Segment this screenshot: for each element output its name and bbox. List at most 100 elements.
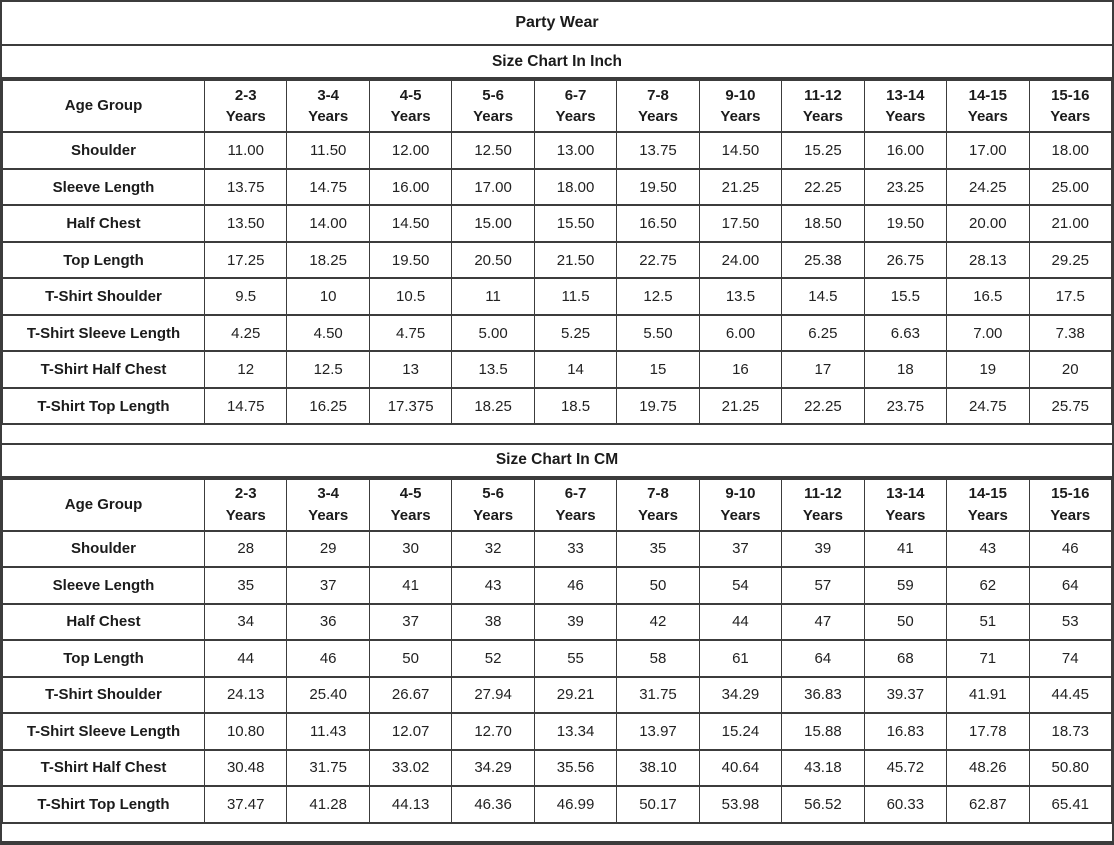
value-cell: 7.38 <box>1028 313 1112 353</box>
value-cell: 65.41 <box>1028 785 1112 824</box>
age-column-header: 6-7 Years <box>533 79 618 134</box>
age-range: 9-10 <box>725 484 756 502</box>
value-cell: 18.25 <box>286 240 370 280</box>
value-cell: 61 <box>698 639 783 678</box>
row-label: Top Length <box>2 240 205 280</box>
value-cell: 29.21 <box>533 675 618 715</box>
value-cell: 5.25 <box>533 313 618 353</box>
value-cell: 52 <box>451 639 535 678</box>
value-cell: 13.5 <box>698 277 783 316</box>
value-cell: 17 <box>781 350 865 389</box>
value-cell: 23.25 <box>863 167 948 207</box>
row-label: T-Shirt Shoulder <box>2 277 205 316</box>
age-unit: Years <box>555 108 596 126</box>
value-cell: 32 <box>451 529 535 569</box>
value-cell: 33 <box>533 529 618 569</box>
row-label: Half Chest <box>2 204 205 243</box>
value-cell: 37 <box>698 529 783 569</box>
value-cell: 46 <box>1028 529 1112 569</box>
value-cell: 14.50 <box>368 204 453 243</box>
age-column-header: 5-6 Years <box>451 477 535 532</box>
table-row: Half Chest 34 36 37 38 39 42 44 47 50 51 53 <box>2 602 1112 642</box>
value-cell: 20.00 <box>946 204 1030 243</box>
row-label: Half Chest <box>2 602 205 642</box>
age-unit: Years <box>885 108 926 126</box>
age-unit: Years <box>1050 506 1091 524</box>
value-cell: 44.45 <box>1028 675 1112 715</box>
row-label: T-Shirt Shoulder <box>2 675 205 715</box>
age-column-header: 15-16 Years <box>1028 477 1112 532</box>
header-row: Age Group 2-3 Years 3-4 Years 4-5 Years 5-6 Year… <box>2 79 1112 134</box>
value-cell: 24.75 <box>946 386 1030 426</box>
value-cell: 21.25 <box>698 386 783 426</box>
value-cell: 25.75 <box>1028 386 1112 426</box>
value-cell: 50.17 <box>616 785 700 824</box>
value-cell: 34.29 <box>698 675 783 715</box>
value-cell: 16.25 <box>286 386 370 426</box>
value-cell: 34.29 <box>451 748 535 788</box>
value-cell: 20 <box>1028 350 1112 389</box>
value-cell: 56.52 <box>781 785 865 824</box>
value-cell: 18.00 <box>533 167 618 207</box>
value-cell: 46 <box>286 639 370 678</box>
age-column-header: 5-6 Years <box>451 79 535 134</box>
value-cell: 5.00 <box>451 313 535 353</box>
value-cell: 17.00 <box>946 131 1030 170</box>
value-cell: 62 <box>946 566 1030 605</box>
value-cell: 10 <box>286 277 370 316</box>
age-unit: Years <box>720 108 761 126</box>
value-cell: 41 <box>863 529 948 569</box>
value-cell: 71 <box>946 639 1030 678</box>
value-cell: 13.50 <box>203 204 288 243</box>
value-cell: 6.63 <box>863 313 948 353</box>
table-row: T-Shirt Top Length 14.75 16.25 17.375 18.25 1… <box>2 386 1112 426</box>
age-column-header: 3-4 Years <box>286 79 370 134</box>
value-cell: 10.80 <box>203 712 288 751</box>
value-cell: 16.5 <box>946 277 1030 316</box>
value-cell: 46.99 <box>533 785 618 824</box>
value-cell: 11.43 <box>286 712 370 751</box>
row-label: T-Shirt Half Chest <box>2 350 205 389</box>
value-cell: 37 <box>286 566 370 605</box>
age-column-header: 7-8 Years <box>616 79 700 134</box>
row-label: Sleeve Length <box>2 167 205 207</box>
value-cell: 29 <box>286 529 370 569</box>
value-cell: 40.64 <box>698 748 783 788</box>
age-column-header: 7-8 Years <box>616 477 700 532</box>
value-cell: 14.00 <box>286 204 370 243</box>
age-unit: Years <box>390 108 431 126</box>
table-row: Sleeve Length 13.75 14.75 16.00 17.00 18.00 19… <box>2 167 1112 207</box>
age-group-header: Age Group <box>2 477 205 532</box>
value-cell: 17.375 <box>368 386 453 426</box>
age-unit: Years <box>225 506 266 524</box>
value-cell: 15.25 <box>781 131 865 170</box>
age-unit: Years <box>802 506 843 524</box>
age-unit: Years <box>720 506 761 524</box>
value-cell: 4.25 <box>203 313 288 353</box>
row-label: T-Shirt Sleeve Length <box>2 712 205 751</box>
value-cell: 22.75 <box>616 240 700 280</box>
value-cell: 14.50 <box>698 131 783 170</box>
row-label: Shoulder <box>2 529 205 569</box>
value-cell: 60.33 <box>863 785 948 824</box>
value-cell: 62.87 <box>946 785 1030 824</box>
value-cell: 35 <box>616 529 700 569</box>
value-cell: 35.56 <box>533 748 618 788</box>
age-unit: Years <box>225 108 266 126</box>
value-cell: 68 <box>863 639 948 678</box>
value-cell: 17.50 <box>698 204 783 243</box>
table-row: T-Shirt Half Chest 30.48 31.75 33.02 34.29 35… <box>2 748 1112 788</box>
value-cell: 26.75 <box>863 240 948 280</box>
bottom-spacer-row <box>2 824 1112 843</box>
table-row: Half Chest 13.50 14.00 14.50 15.00 15.50 16.50… <box>2 204 1112 243</box>
age-unit: Years <box>802 108 843 126</box>
value-cell: 36 <box>286 602 370 642</box>
value-cell: 13.00 <box>533 131 618 170</box>
age-unit: Years <box>473 506 514 524</box>
value-cell: 24.25 <box>946 167 1030 207</box>
age-column-header: 9-10 Years <box>698 477 783 532</box>
value-cell: 18.25 <box>451 386 535 426</box>
page-title: Party Wear <box>2 2 1112 47</box>
age-range: 14-15 <box>968 86 1007 104</box>
